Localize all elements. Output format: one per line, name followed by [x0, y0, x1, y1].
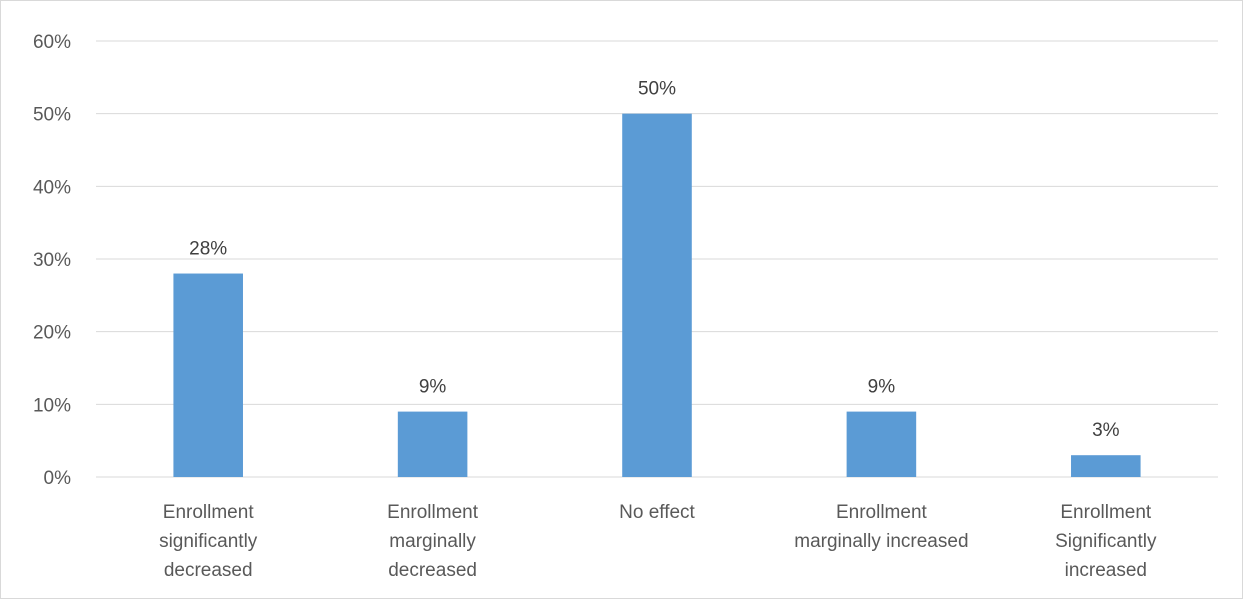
- x-category-label: Significantly: [1055, 531, 1157, 552]
- y-axis-tick-labels: 0% 10% 20% 30% 40% 50% 60%: [33, 32, 71, 489]
- bar: [622, 113, 692, 478]
- data-label: 9%: [868, 377, 896, 398]
- x-category-label: marginally: [389, 531, 476, 552]
- bars: [173, 113, 1141, 478]
- data-label: 28%: [189, 239, 227, 260]
- x-category-label: No effect: [619, 502, 695, 523]
- y-tick-label: 20%: [33, 323, 71, 344]
- x-category-label: Enrollment: [163, 502, 255, 523]
- x-category-label: Enrollment: [1060, 502, 1152, 523]
- y-tick-label: 60%: [33, 32, 71, 53]
- x-category-label: Enrollment: [387, 502, 479, 523]
- data-label: 3%: [1092, 420, 1120, 441]
- bar: [397, 411, 468, 477]
- x-axis-category-labels: Enrollment significantly decreased Enrollme…: [159, 502, 1157, 581]
- data-label: 50%: [638, 79, 676, 100]
- x-category-label: decreased: [164, 560, 253, 581]
- y-tick-label: 50%: [33, 105, 71, 126]
- data-label: 9%: [419, 377, 447, 398]
- y-tick-label: 0%: [44, 468, 72, 489]
- x-category-label: marginally increased: [794, 531, 968, 552]
- data-labels: 28% 9% 50% 9% 3%: [189, 79, 1119, 442]
- bar: [846, 411, 917, 477]
- y-tick-label: 10%: [33, 395, 71, 416]
- y-tick-label: 30%: [33, 250, 71, 271]
- y-tick-label: 40%: [33, 177, 71, 198]
- x-category-label: Enrollment: [836, 502, 928, 523]
- bar: [173, 273, 243, 477]
- x-category-label: significantly: [159, 531, 258, 552]
- x-category-label: increased: [1065, 560, 1147, 581]
- x-category-label: decreased: [388, 560, 477, 581]
- bar: [1071, 455, 1141, 477]
